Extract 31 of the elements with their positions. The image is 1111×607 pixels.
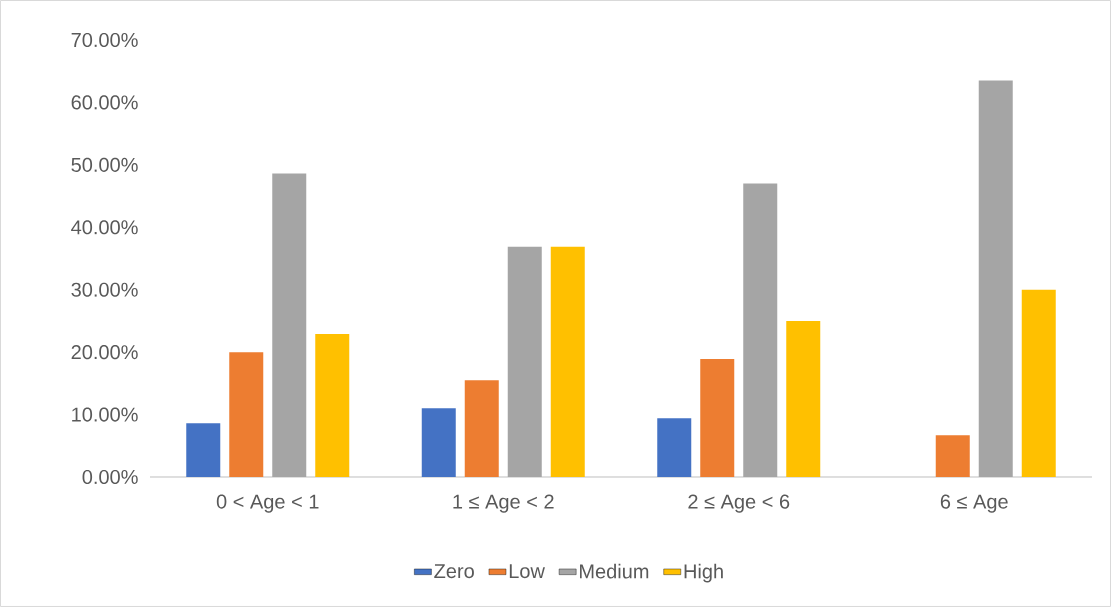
x-tick-label: 6 ≤ Age <box>940 494 1008 513</box>
x-tick-label: 2 ≤ Age < 6 <box>688 494 790 513</box>
y-tick-label: 10.00% <box>72 407 138 422</box>
y-tick-label: 20.00% <box>71 345 138 360</box>
bar <box>315 334 350 477</box>
y-tick-label: 60.00% <box>71 95 138 110</box>
bar <box>421 408 456 477</box>
legend-label: Medium <box>580 563 649 579</box>
bar <box>743 183 778 477</box>
legend-label: Low <box>509 564 545 579</box>
legend-label: Zero <box>434 564 474 579</box>
bar <box>978 80 1013 477</box>
bar <box>700 359 735 477</box>
y-tick-label: 50.00% <box>71 157 138 172</box>
y-tick-label: 40.00% <box>71 220 138 235</box>
bar <box>935 435 970 477</box>
x-tick-label: 0 < Age < 1 <box>216 494 319 513</box>
bar <box>507 246 542 477</box>
y-tick-label: 0.00% <box>82 469 138 485</box>
bar <box>1021 289 1056 477</box>
y-tick-label: 70.00% <box>71 32 138 48</box>
y-tick-label: 30.00% <box>71 282 138 297</box>
bar <box>464 380 499 477</box>
bar <box>229 352 264 477</box>
bar <box>186 423 221 477</box>
bar <box>657 418 692 477</box>
bar <box>550 246 585 477</box>
bar <box>786 320 821 477</box>
bar <box>272 173 307 477</box>
x-tick-label: 1 ≤ Age < 2 <box>453 494 554 513</box>
legend-label: High <box>684 563 723 583</box>
